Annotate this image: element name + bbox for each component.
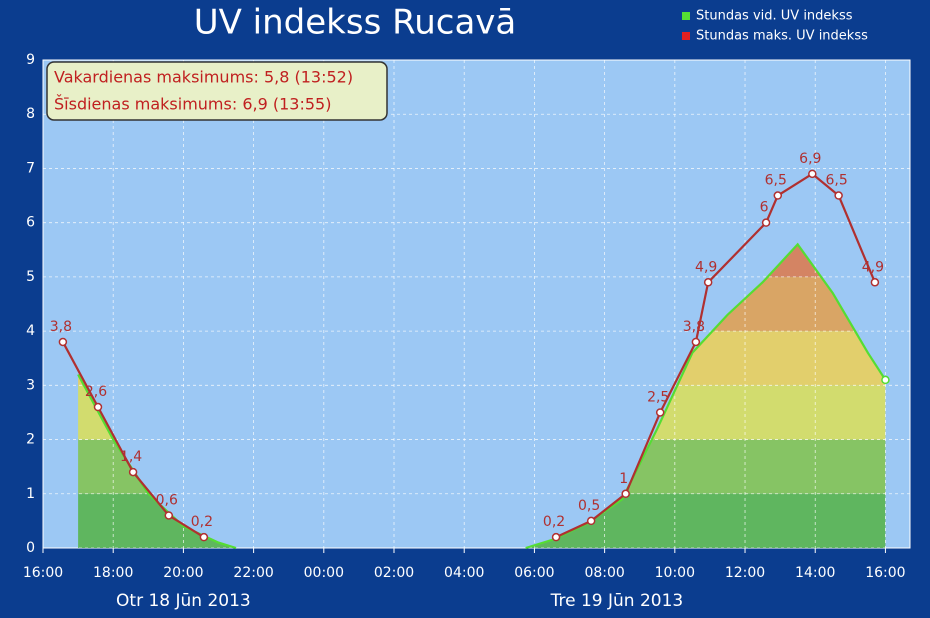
data-label: 1 <box>619 471 628 487</box>
legend-swatch <box>682 32 690 40</box>
point <box>870 278 880 287</box>
data-label: 0,5 <box>578 498 600 514</box>
x-tick-label: 18:00 <box>93 565 133 581</box>
legend-label: Stundas vid. UV indekss <box>696 9 853 24</box>
date-label: Otr 18 Jūn 2013 <box>116 591 251 611</box>
x-tick-label: 04:00 <box>444 565 484 581</box>
y-tick-label: 3 <box>26 377 35 393</box>
x-tick-label: 22:00 <box>233 565 273 581</box>
data-label: 0,2 <box>191 514 213 530</box>
x-tick-label: 08:00 <box>584 565 624 581</box>
legend-label: Stundas maks. UV indekss <box>696 29 868 44</box>
x-tick-label: 02:00 <box>374 565 414 581</box>
point <box>164 511 174 520</box>
annotation-box <box>46 61 388 121</box>
data-label: 0,6 <box>156 492 178 508</box>
data-label: 3,8 <box>50 319 72 335</box>
point <box>761 218 771 227</box>
x-tick-label: 14:00 <box>795 565 835 581</box>
point <box>703 278 713 287</box>
date-label: Tre 19 Jūn 2013 <box>550 591 684 611</box>
point <box>691 337 701 347</box>
chart-title: UV indekss Rucavā <box>194 3 517 43</box>
y-tick-label: 4 <box>26 323 35 339</box>
data-label: 6,9 <box>799 151 821 167</box>
y-tick-label: 6 <box>26 215 35 231</box>
y-tick-label: 8 <box>26 106 35 122</box>
y-tick-label: 7 <box>26 160 35 176</box>
data-label: 6,5 <box>825 173 847 189</box>
y-tick-label: 9 <box>26 52 35 68</box>
x-tick-label: 16:00 <box>23 565 63 581</box>
x-tick-label: 20:00 <box>163 565 203 581</box>
annotation: Šīsdienas maksimums: 6,9 (13:55) <box>54 95 331 114</box>
y-tick-label: 5 <box>26 269 35 285</box>
data-label: 3,8 <box>683 319 705 335</box>
point <box>128 467 138 477</box>
x-tick-label: 00:00 <box>304 565 344 581</box>
point <box>808 169 817 179</box>
point <box>773 191 783 200</box>
data-label: 6 <box>760 200 769 216</box>
annotation: Vakardienas maksimums: 5,8 (13:52) <box>54 68 353 87</box>
point <box>551 532 561 542</box>
x-tick-label: 12:00 <box>725 565 765 581</box>
point <box>881 375 890 385</box>
point <box>655 408 665 417</box>
data-label: 6,5 <box>765 173 787 189</box>
legend-swatch <box>682 12 690 20</box>
data-label: 2,6 <box>85 384 107 400</box>
point <box>621 489 630 499</box>
y-tick-label: 1 <box>26 486 35 502</box>
point <box>93 402 103 412</box>
data-label: 4,9 <box>862 259 884 275</box>
point <box>199 532 209 542</box>
y-tick-label: 2 <box>26 432 35 448</box>
point <box>58 337 68 347</box>
data-label: 2,5 <box>647 389 669 405</box>
x-tick-label: 06:00 <box>514 565 554 581</box>
data-label: 1,4 <box>120 449 142 465</box>
x-tick-label: 16:00 <box>865 565 905 581</box>
point <box>834 191 843 200</box>
data-label: 0,2 <box>543 514 565 530</box>
x-tick-label: 10:00 <box>655 565 695 581</box>
point <box>586 516 596 526</box>
y-tick-label: 0 <box>26 540 35 556</box>
data-label: 4,9 <box>695 259 717 275</box>
